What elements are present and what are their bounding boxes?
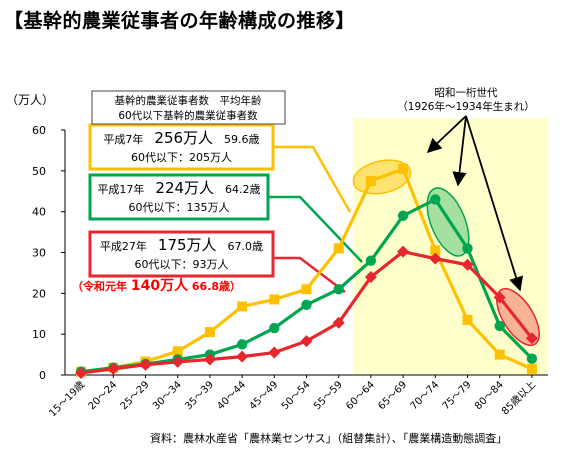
y-tick-label: 60 [32,124,46,137]
y-axis-label: （万人） [6,93,54,107]
data-point [300,335,313,348]
showa-label-line-1: 昭和一桁世代 [435,86,498,99]
x-tick-label: 20～24 [87,379,120,412]
data-point [398,163,409,174]
x-tick-label: 85歳以上 [499,379,538,418]
data-point [269,322,280,334]
data-point [397,245,410,258]
series-layer [75,163,538,379]
data-point [139,358,152,371]
callout-connector-h27 [273,256,346,293]
y-tick-label: 40 [32,206,46,219]
source-note: 資料：農林水産省「農林業センサス」（組替集計）、「農業構造動態調査」 [150,432,508,445]
data-point [171,355,184,368]
data-point [107,362,120,375]
y-tick-label: 0 [39,369,46,382]
data-point [365,176,376,187]
y-tick-label: 30 [32,247,46,260]
data-point [333,243,344,254]
legend-box: 基幹的農業従事者数 平均年齢 60代以下基幹的農業従事者数 [91,90,286,125]
data-point [430,245,441,256]
data-point [203,353,216,366]
callout-frame [88,230,275,278]
x-tick-label: 75～79 [441,379,474,412]
data-point [204,327,215,338]
data-point [333,284,344,295]
data-point [268,346,281,359]
y-tick-label: 50 [32,165,46,178]
data-point [429,252,442,265]
x-tick-label: 50～54 [280,379,313,412]
data-point [332,316,345,329]
data-point [269,294,280,305]
x-tick-label: 25～29 [119,379,152,412]
legend-line-1: 基幹的農業従事者数 平均年齢 [115,94,262,107]
page-title: 【基幹的農業従事者の年齢構成の推移】 [4,10,356,32]
x-tick-label: 45～49 [248,379,281,412]
reiwa-label: （令和元年 140万人 66.8歳） [72,277,241,294]
legend-line-2: 60代以下基幹的農業従事者数 [118,109,258,122]
data-point [75,366,88,379]
callout-frame [88,173,270,221]
x-tick-label: 65～69 [376,379,409,412]
callout-h17: 平成17年 224万人 64.2歳 60代以下：135万人 [88,173,270,221]
showa-highlight-h27 [496,287,540,347]
data-point [526,353,538,364]
x-tick-label: 35～39 [183,379,216,412]
callout-main-text: 平成27年 175万人 67.0歳 [100,236,263,254]
data-point [526,363,537,374]
callout-sub-text: 60代以下：135万人 [129,201,230,214]
x-tick-label: 15～19歳 [47,379,88,420]
data-point [430,194,441,205]
x-tick-label: 60～64 [344,379,377,412]
callout-h27: 平成27年 175万人 67.0歳 60代以下：93万人 [88,230,275,278]
data-point [364,271,377,283]
data-point [301,284,312,295]
y-tick-label: 20 [32,287,46,300]
showa-generation-label: 昭和一桁世代 （1926年～1934年生まれ） [397,86,534,113]
data-point [525,332,538,345]
data-point [397,210,409,221]
data-point [301,299,312,310]
y-tick-label: 10 [32,328,46,341]
callout-sub-text: 60代以下：93万人 [135,258,229,271]
showa-arrow-3 [465,115,524,292]
callout-main-text: 平成7年 256万人 59.6歳 [103,129,259,147]
showa-arrow-1 [426,115,467,153]
data-point [493,291,506,304]
callout-sub-text: 60代以下：205万人 [131,151,232,164]
data-point [365,255,377,266]
data-point [494,349,505,360]
x-tick-label: 30～34 [151,379,184,412]
x-tick-label: 40～44 [215,379,248,412]
data-point [462,314,473,325]
callout-h7: 平成7年 256万人 59.6歳 60代以下：205万人 [88,123,275,171]
data-point [462,243,473,254]
showa-label-line-2: （1926年～1934年生まれ） [397,100,534,113]
data-point [236,350,249,363]
showa-arrow-2 [452,115,467,187]
data-point [237,301,248,312]
callout-main-text: 平成17年 224万人 64.2歳 [97,179,260,197]
data-point [494,320,505,332]
data-point [236,339,248,350]
series-2 [75,245,538,379]
callout-connector-h7 [273,145,352,213]
x-tick-label: 80～84 [473,379,506,412]
x-tick-label: 55～59 [312,379,345,412]
x-tick-label: 70～74 [409,379,442,412]
callout-frame [88,123,275,171]
data-point [461,258,474,271]
data-point [172,346,183,357]
